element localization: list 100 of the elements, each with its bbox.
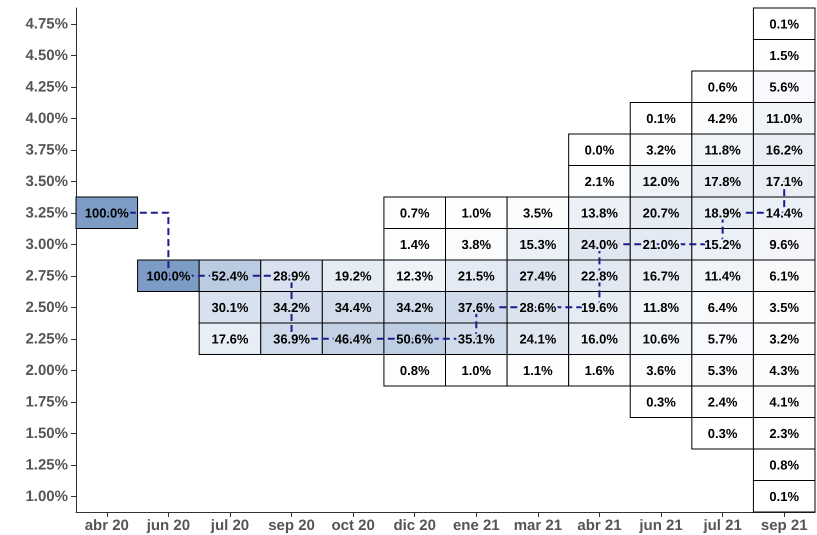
data-label: 35.1% [458, 331, 496, 346]
x-tick-label: abr 20 [84, 517, 129, 534]
data-label: 3.2% [769, 331, 800, 346]
data-label: 34.2% [273, 300, 310, 315]
data-label: 10.6% [642, 331, 680, 346]
data-label: 3.5% [523, 205, 554, 220]
data-label: 9.6% [769, 236, 800, 252]
data-label: 28.9% [273, 268, 310, 284]
data-label: 0.8% [400, 362, 430, 378]
x-tick-label: dic 20 [393, 517, 436, 534]
y-tick-label: 3.00% [25, 236, 68, 253]
data-label: 24.0% [581, 236, 618, 252]
data-label: 19.2% [334, 268, 372, 284]
data-label: 2.3% [769, 426, 800, 441]
y-tick-label: 2.75% [25, 267, 68, 284]
y-tick-label: 1.00% [25, 488, 68, 505]
data-label: 17.6% [212, 331, 249, 346]
data-label: 0.1% [646, 110, 676, 126]
x-tick-label: jun 21 [638, 517, 683, 534]
data-label: 1.4% [400, 236, 430, 252]
y-tick-label: 3.50% [25, 172, 68, 190]
y-tick-label: 4.75% [25, 15, 68, 32]
data-label: 30.1% [212, 300, 249, 315]
data-label: 16.0% [581, 331, 618, 346]
data-label: 12.0% [642, 174, 680, 189]
data-label: 0.3% [708, 426, 738, 441]
data-label: 21.5% [458, 268, 496, 284]
data-label: 11.0% [766, 110, 803, 126]
x-tick-label: jun 20 [146, 517, 190, 534]
data-label: 6.4% [708, 300, 738, 315]
data-label: 18.9% [704, 205, 742, 220]
data-label: 5.3% [708, 362, 738, 378]
data-label: 2.1% [584, 174, 615, 189]
data-label: 1.5% [769, 48, 800, 63]
data-label: 13.8% [581, 205, 618, 220]
data-label: 4.3% [769, 362, 800, 378]
data-label: 0.3% [646, 394, 676, 410]
data-label: 4.1% [769, 394, 800, 410]
x-tick-label: abr 21 [577, 517, 622, 534]
x-tick-label: ene 21 [452, 517, 500, 534]
data-label: 0.8% [769, 457, 800, 472]
x-tick-label: sep 20 [268, 517, 315, 534]
data-label: 19.6% [581, 300, 618, 315]
data-label: 12.3% [396, 268, 434, 284]
data-label: 0.7% [400, 205, 430, 220]
data-label: 27.4% [519, 268, 557, 284]
data-label: 1.0% [461, 362, 492, 378]
data-label: 36.9% [273, 331, 310, 346]
data-label: 22.8% [581, 268, 618, 284]
y-tick-label: 2.00% [25, 362, 68, 379]
data-label: 0.0% [584, 142, 615, 158]
data-label: 5.6% [769, 79, 800, 94]
data-label: 3.6% [646, 362, 676, 378]
data-label: 3.8% [461, 236, 492, 252]
data-label: 17.1% [766, 174, 804, 189]
data-label: 100.0% [84, 205, 130, 220]
y-tick-label: 4.50% [25, 46, 68, 64]
data-label: 11.8% [704, 142, 742, 158]
y-tick-label: 1.75% [25, 393, 68, 410]
y-tick-label: 1.50% [25, 424, 68, 442]
data-label: 34.4% [334, 300, 372, 315]
data-label: 28.6% [519, 300, 557, 315]
data-label: 100.0% [146, 268, 191, 284]
data-label: 24.1% [519, 331, 557, 346]
data-label: 2.4% [708, 394, 738, 410]
y-tick-label: 2.25% [25, 330, 68, 348]
y-tick-label: 3.75% [25, 141, 68, 158]
y-tick-label: 4.25% [25, 78, 68, 96]
data-label: 4.2% [708, 110, 738, 126]
data-label: 15.3% [519, 236, 557, 252]
y-tick-label: 2.50% [25, 298, 68, 316]
data-label: 16.2% [766, 142, 804, 158]
data-label: 0.1% [769, 488, 800, 504]
y-tick-label: 4.00% [25, 110, 68, 127]
data-label: 3.2% [646, 142, 676, 158]
data-label: 20.7% [642, 205, 680, 220]
data-label: 16.7% [642, 268, 680, 284]
data-label: 6.1% [769, 268, 800, 284]
data-label: 5.7% [708, 331, 738, 346]
data-label: 1.6% [584, 362, 615, 378]
data-label: 50.6% [396, 331, 434, 346]
x-tick-label: mar 21 [514, 517, 562, 534]
data-label: 11.8% [642, 300, 680, 315]
data-label: 17.8% [704, 174, 742, 189]
data-label: 15.2% [704, 236, 742, 252]
data-label: 1.0% [461, 205, 492, 220]
x-tick-label: oct 20 [331, 517, 375, 534]
data-label: 34.2% [396, 300, 434, 315]
x-tick-label: sep 21 [760, 517, 808, 534]
y-tick-label: 1.25% [25, 456, 68, 474]
x-tick-label: jul 21 [702, 517, 742, 534]
data-label: 0.6% [708, 79, 738, 94]
data-label: 3.5% [769, 300, 800, 315]
data-label: 0.1% [769, 16, 800, 32]
x-tick-label: jul 20 [210, 517, 250, 534]
data-label: 1.1% [523, 362, 554, 378]
data-label: 37.6% [458, 300, 496, 315]
data-label: 14.4% [766, 205, 804, 220]
data-label: 21.0% [642, 236, 680, 252]
data-label: 11.4% [704, 268, 742, 284]
